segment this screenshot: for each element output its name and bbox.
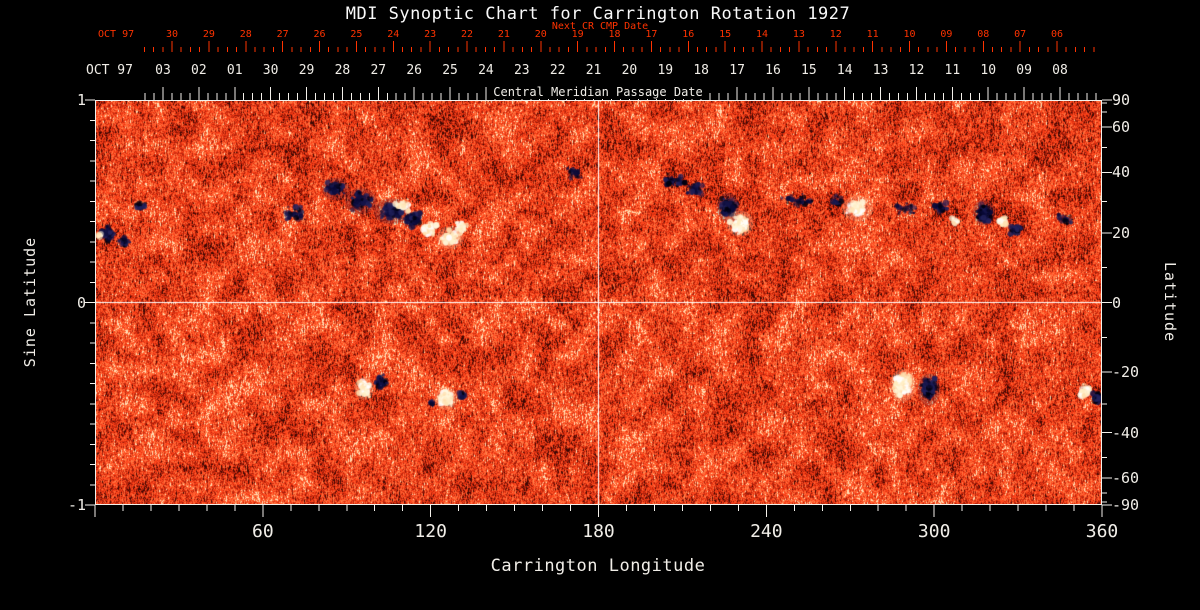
carrington-longitude-tick-label: 120 xyxy=(414,521,447,542)
next-cr-cmp-tick-label: 15 xyxy=(719,29,732,40)
latitude-tick-label: -40 xyxy=(1112,423,1140,442)
next-cr-cmp-tick-label: 09 xyxy=(940,29,953,40)
next-cr-cmp-tick-label: 18 xyxy=(608,29,621,40)
cmp-date-tick-label: 16 xyxy=(765,63,781,78)
red-tick-marks xyxy=(143,41,1095,52)
next-cr-cmp-tick-label: 14 xyxy=(755,29,769,40)
next-cr-cmp-tick-label: 10 xyxy=(903,29,916,40)
latitude-tick-label: 40 xyxy=(1112,163,1131,182)
cmp-date-tick-label: 09 xyxy=(1016,63,1032,78)
next-cr-cmp-tick-label: 19 xyxy=(571,29,584,40)
top-white-axis-month-prefix: OCT 97 xyxy=(86,63,133,78)
latitude-tick-label: -60 xyxy=(1112,468,1140,487)
next-cr-cmp-tick-label: 08 xyxy=(977,29,990,40)
latitude-axis-title: Latitude xyxy=(1161,261,1179,343)
sine-latitude-tick-label: 0 xyxy=(76,293,86,312)
sine-latitude-tick-label: -1 xyxy=(67,496,86,514)
cmp-date-tick-label: 14 xyxy=(836,63,853,78)
cmp-date-tick-label: 28 xyxy=(334,63,351,78)
cmp-date-tick-label: 20 xyxy=(621,63,638,78)
cmp-date-tick-label: 15 xyxy=(801,63,817,78)
next-cr-cmp-tick-label: 27 xyxy=(276,29,289,40)
cmp-date-tick-label: 12 xyxy=(908,63,925,78)
next-cr-cmp-tick-label: 29 xyxy=(202,29,215,40)
top-red-axis-month-prefix: OCT 97 xyxy=(98,29,135,40)
sine-latitude-tick-label: 1 xyxy=(76,91,86,109)
next-cr-cmp-tick-label: 17 xyxy=(645,29,658,40)
cmp-date-tick-label: 21 xyxy=(585,63,602,78)
latitude-tick-label: 20 xyxy=(1112,224,1131,243)
latitude-tick-label: 90 xyxy=(1112,91,1131,109)
next-cr-cmp-tick-label: 28 xyxy=(239,29,252,40)
magnetogram-image xyxy=(95,100,1102,505)
latitude-tick-label: 0 xyxy=(1112,293,1122,312)
carrington-longitude-tick-label: 240 xyxy=(750,521,783,542)
cmp-date-tick-label: 29 xyxy=(298,63,315,78)
cmp-date-tick-label: 27 xyxy=(370,63,387,78)
next-cr-cmp-tick-label: 13 xyxy=(792,29,805,40)
cmp-date-tick-label: 10 xyxy=(980,63,997,78)
cmp-date-tick-label: 02 xyxy=(191,63,207,78)
cmp-date-tick-label: 13 xyxy=(872,63,889,78)
next-cr-cmp-tick-label: 06 xyxy=(1050,29,1064,40)
cmp-date-tick-label: 26 xyxy=(406,63,422,78)
cmp-date-tick-label: 24 xyxy=(478,63,494,78)
next-cr-cmp-tick-label: 22 xyxy=(460,29,474,40)
cmp-date-tick-label: 01 xyxy=(226,63,243,78)
next-cr-cmp-tick-label: 16 xyxy=(682,29,695,40)
next-cr-cmp-tick-label: 26 xyxy=(313,29,326,40)
chart-title: MDI Synoptic Chart for Carrington Rotati… xyxy=(345,4,851,24)
next-cr-cmp-tick-label: 12 xyxy=(829,29,842,40)
next-cr-cmp-tick-label: 20 xyxy=(534,29,547,40)
next-cr-cmp-tick-label: 24 xyxy=(387,29,400,40)
next-cr-cmp-tick-label: 07 xyxy=(1014,29,1027,40)
carrington-longitude-tick-label: 300 xyxy=(917,521,951,542)
cmp-date-tick-label: 25 xyxy=(442,63,458,78)
next-cr-cmp-tick-label: 21 xyxy=(497,29,510,40)
next-cr-cmp-tick-label: 30 xyxy=(165,29,179,40)
cmp-date-tick-label: 17 xyxy=(729,63,745,78)
cmp-date-tick-label: 11 xyxy=(944,63,961,78)
cmp-date-tick-label: 08 xyxy=(1052,63,1068,78)
cmp-date-tick-label: 19 xyxy=(657,63,674,78)
latitude-tick-label: -90 xyxy=(1112,496,1140,514)
cmp-date-tick-label: 03 xyxy=(155,63,171,78)
cmp-date-tick-label: 23 xyxy=(513,63,530,78)
latitude-tick-label: -20 xyxy=(1112,362,1140,381)
next-cr-cmp-tick-label: 25 xyxy=(350,29,363,40)
cmp-date-tick-label: 22 xyxy=(549,63,566,78)
next-cr-cmp-tick-label: 23 xyxy=(424,29,437,40)
latitude-tick-label: 60 xyxy=(1112,118,1131,137)
carrington-longitude-tick-label: 60 xyxy=(251,521,274,542)
carrington-longitude-axis-title: Carrington Longitude xyxy=(490,556,706,576)
next-cr-cmp-date-label: Next CR CMP Date xyxy=(551,21,649,32)
carrington-longitude-tick-label: 180 xyxy=(582,521,615,542)
next-cr-cmp-tick-label: 11 xyxy=(866,29,879,40)
cmp-date-tick-label: 30 xyxy=(262,63,279,78)
sine-latitude-axis-title: Sine Latitude xyxy=(21,236,39,368)
central-meridian-passage-date-label: Central Meridian Passage Date xyxy=(488,85,708,99)
cmp-date-tick-label: 18 xyxy=(693,63,710,78)
carrington-longitude-tick-label: 360 xyxy=(1085,521,1119,542)
